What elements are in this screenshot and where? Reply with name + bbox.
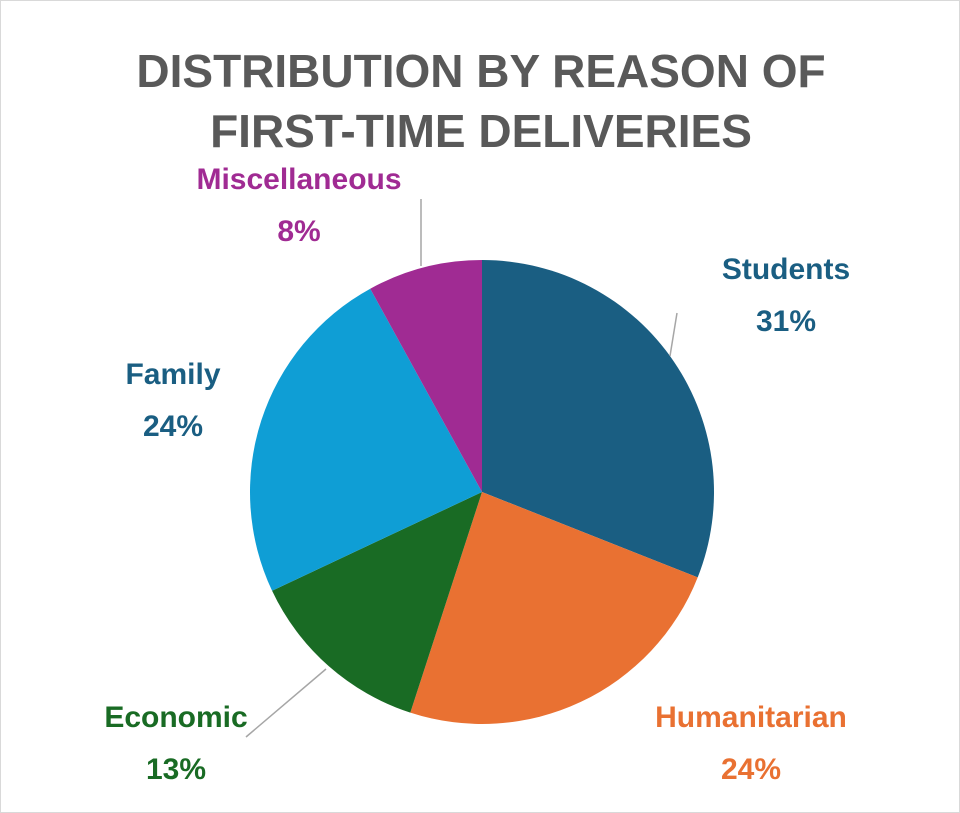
leader-line	[669, 312, 678, 357]
slice-label: Family	[125, 358, 220, 391]
slice-value-label: 31%	[756, 305, 816, 338]
slice-label: Students	[722, 253, 850, 286]
slice-label: Humanitarian	[655, 701, 847, 734]
pie-slice	[370, 260, 482, 492]
slice-value-label: 24%	[721, 753, 781, 786]
pie-slice	[249, 288, 482, 591]
slice-label: Economic	[104, 701, 247, 734]
pie-slice	[482, 260, 714, 578]
slice-value-label: 24%	[143, 410, 203, 443]
slice-value-label: 8%	[277, 215, 320, 248]
slice-value-label: 13%	[146, 753, 206, 786]
leader-line	[245, 668, 327, 738]
chart-title: DISTRIBUTION BY REASON OF FIRST-TIME DEL…	[136, 45, 826, 157]
pie-slice	[410, 492, 698, 725]
slice-label: Miscellaneous	[196, 163, 401, 196]
pie-slice	[272, 492, 482, 713]
